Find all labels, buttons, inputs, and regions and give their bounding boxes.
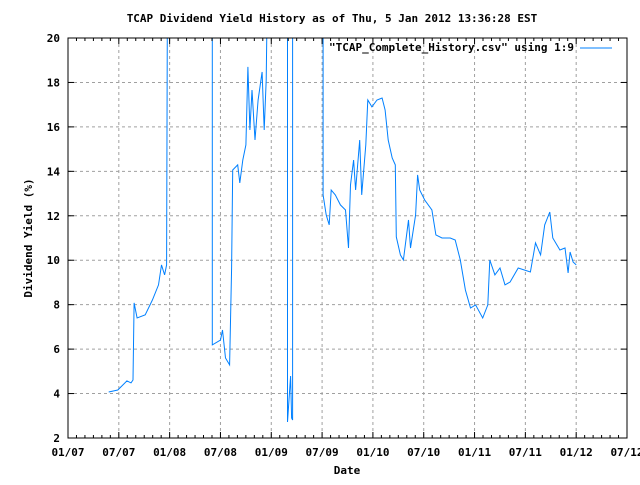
x-tick-label: 07/10 bbox=[407, 446, 440, 459]
y-tick-label: 12 bbox=[47, 210, 60, 223]
x-tick-label: 01/07 bbox=[51, 446, 84, 459]
x-tick-label: 07/08 bbox=[204, 446, 237, 459]
x-tick-label: 01/12 bbox=[560, 446, 593, 459]
x-tick-label: 01/11 bbox=[458, 446, 491, 459]
y-tick-label: 4 bbox=[53, 388, 60, 401]
y-tick-label: 6 bbox=[53, 343, 60, 356]
x-axis-label: Date bbox=[334, 464, 361, 477]
x-tick-label: 07/09 bbox=[306, 446, 339, 459]
chart-title: TCAP Dividend Yield History as of Thu, 5… bbox=[127, 12, 538, 25]
y-tick-label: 20 bbox=[47, 32, 60, 45]
axis-ticks: 01/07 07/07 01/08 07/08 01/09 07/09 01/10 07/10… bbox=[47, 32, 640, 459]
y-tick-label: 2 bbox=[53, 432, 60, 445]
x-tick-label: 07/07 bbox=[102, 446, 135, 459]
y-tick-label: 16 bbox=[47, 121, 61, 134]
y-tick-label: 8 bbox=[53, 299, 60, 312]
x-tick-label: 01/10 bbox=[356, 446, 389, 459]
grid bbox=[68, 38, 627, 438]
series-line-dividend-yield bbox=[108, 38, 577, 423]
legend: "TCAP_Complete_History.csv" using 1:9 bbox=[329, 41, 612, 54]
y-tick-label: 18 bbox=[47, 76, 60, 89]
y-axis-label: Dividend Yield (%) bbox=[22, 178, 35, 297]
y-tick-label: 10 bbox=[47, 254, 60, 267]
legend-label: "TCAP_Complete_History.csv" using 1:9 bbox=[329, 41, 574, 54]
x-tick-label: 01/08 bbox=[153, 446, 186, 459]
x-tick-label: 01/09 bbox=[255, 446, 288, 459]
x-tick-label: 07/12 bbox=[610, 446, 640, 459]
x-tick-label: 07/11 bbox=[509, 446, 542, 459]
y-tick-label: 14 bbox=[47, 165, 61, 178]
series-layer bbox=[108, 38, 577, 423]
